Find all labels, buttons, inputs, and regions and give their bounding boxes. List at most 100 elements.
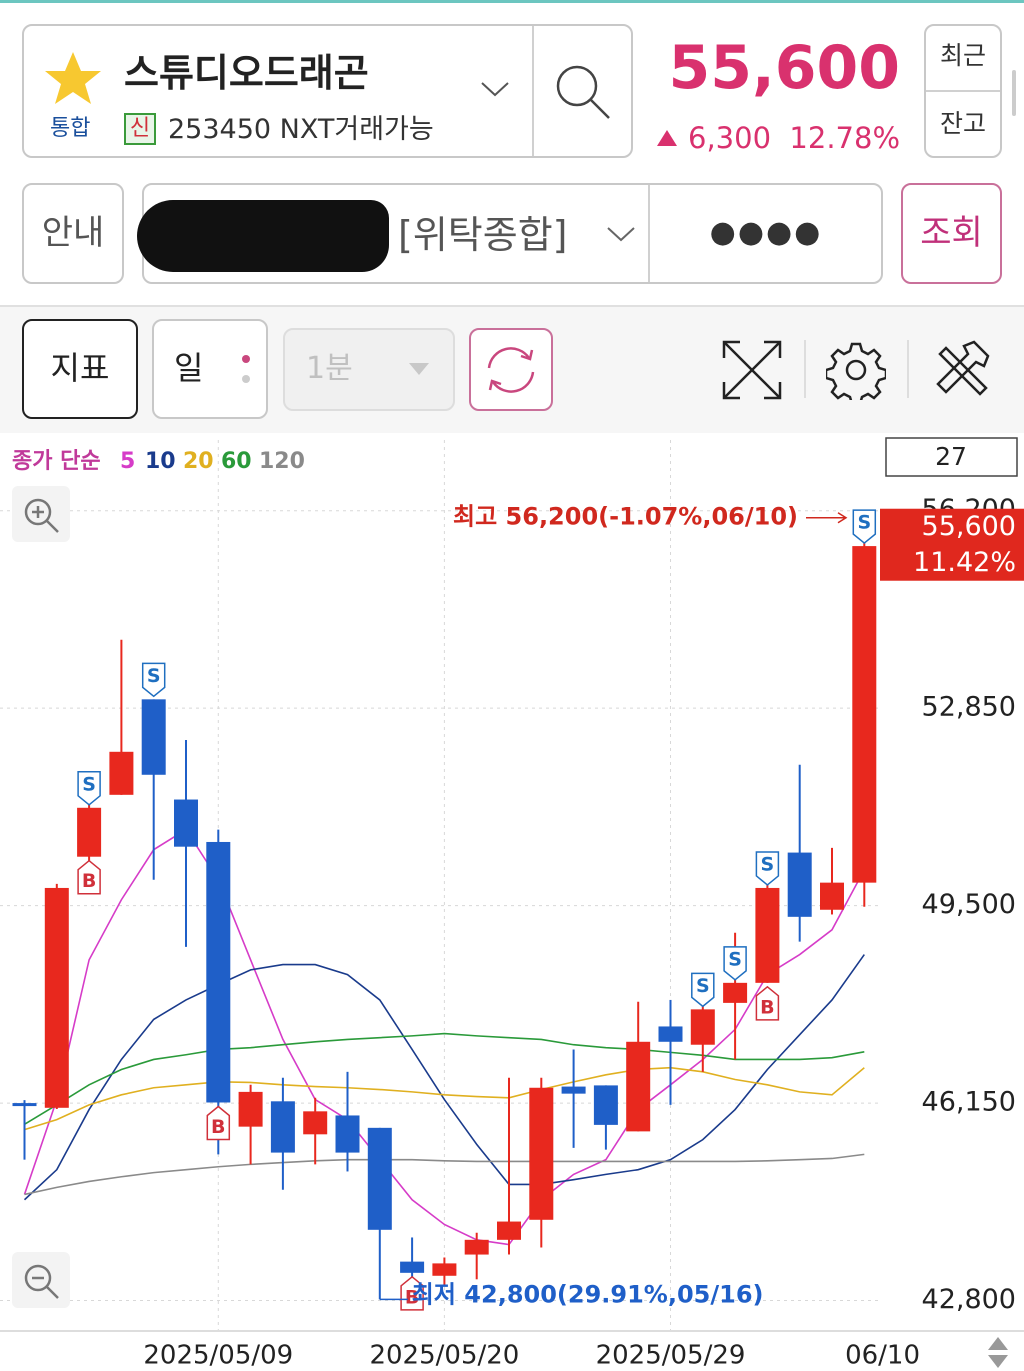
legend-entry: 20	[183, 449, 214, 474]
candle-body	[723, 982, 748, 1003]
top-bar	[0, 0, 1024, 3]
signal-label: S	[728, 948, 742, 970]
settings-icon[interactable]	[826, 340, 886, 400]
moving-average	[24, 1066, 865, 1131]
signal-label: B	[211, 1116, 225, 1138]
market-label: 통합	[50, 116, 91, 141]
count-box	[885, 437, 1018, 477]
signal-label: S	[696, 975, 710, 997]
balance-btn[interactable]: 잔고	[939, 109, 986, 138]
redaction	[137, 200, 389, 272]
candle-body	[755, 887, 780, 983]
zoom-in[interactable]	[12, 486, 70, 542]
candle-body	[658, 1026, 683, 1042]
zoom-out[interactable]	[12, 1252, 70, 1308]
low-note: 최저 42,800(29.91%,05/16)	[412, 1280, 764, 1308]
grid	[0, 440, 880, 1330]
expand-icon[interactable]	[720, 338, 784, 402]
divider	[907, 340, 909, 398]
candle-body	[561, 1086, 586, 1094]
candle-body	[12, 1103, 37, 1107]
tools-icon[interactable]	[932, 340, 992, 400]
candle-body	[852, 546, 877, 883]
candle-body	[206, 841, 231, 1103]
moving-average	[24, 1032, 865, 1125]
signal-label: S	[761, 853, 775, 875]
favorite-star[interactable]	[44, 50, 102, 106]
candle-body	[270, 1101, 295, 1153]
recent-btn[interactable]: 최근	[939, 41, 986, 70]
signal-badge	[77, 859, 101, 895]
candle-count: 27	[935, 442, 967, 471]
stock-name: 스튜디오드래곤	[124, 51, 369, 95]
info-label: 안내	[41, 213, 105, 253]
refresh-icon	[487, 347, 535, 393]
scroll-arrows[interactable]	[988, 1337, 1008, 1368]
signal-badge	[77, 771, 101, 806]
signal-label: S	[82, 773, 96, 795]
interval-label: 1분	[306, 351, 353, 386]
divider	[926, 90, 1000, 92]
stock-box[interactable]	[22, 24, 633, 158]
signal-label: S	[147, 665, 161, 687]
divider	[648, 185, 650, 282]
moving-average	[23, 828, 866, 1246]
signal-label: B	[82, 870, 96, 892]
legend-entry: 120	[259, 449, 305, 474]
last-pct: 11.42%	[913, 547, 1016, 578]
search-icon[interactable]	[553, 62, 613, 122]
interval-select[interactable]	[283, 328, 455, 411]
candle-body	[497, 1221, 521, 1240]
period-label: 일	[174, 349, 204, 387]
signal-badge	[691, 972, 715, 1008]
query-btn[interactable]	[901, 183, 1002, 284]
candle-body	[174, 799, 198, 847]
moving-average	[23, 954, 865, 1201]
last-price: 55,600	[922, 511, 1016, 542]
signal-badge	[141, 662, 166, 698]
signal-badge	[723, 946, 747, 981]
legend-entry: 60	[221, 449, 252, 474]
last-price-tag	[880, 508, 1024, 581]
signal-badge	[755, 851, 780, 886]
signal-label: S	[857, 512, 871, 534]
candle-body	[690, 1009, 715, 1045]
up-arrow	[657, 130, 677, 146]
x-tick-label: 2025/05/09	[143, 1341, 293, 1371]
stock-code: 253450 NXT거래가능	[168, 114, 434, 145]
dropdown[interactable]	[606, 225, 636, 243]
candle-body	[109, 751, 134, 795]
candle-body	[787, 852, 812, 917]
dropdown[interactable]	[480, 80, 510, 98]
dot	[242, 375, 250, 383]
refresh-btn[interactable]	[469, 328, 553, 411]
high-note: 최고 56,200(-1.07%,06/10)	[453, 503, 798, 531]
candle-body	[335, 1115, 360, 1153]
signal-badge	[755, 985, 780, 1021]
change-pct: 12.78%	[789, 121, 900, 155]
period-btn[interactable]	[152, 319, 268, 419]
dot	[242, 355, 250, 363]
current-price: 55,600	[668, 33, 900, 103]
dropdown	[409, 363, 429, 375]
password[interactable]: ●●●●	[709, 215, 823, 250]
price-change: 6,300	[688, 121, 772, 155]
indicator-btn[interactable]	[22, 319, 138, 419]
candle-body	[77, 807, 102, 857]
legend-entry: 5	[120, 449, 135, 474]
credit-badge: 신	[124, 113, 156, 145]
candle-body	[820, 882, 844, 910]
high-arrow-head	[837, 512, 848, 524]
info-btn[interactable]	[22, 183, 124, 284]
legend-prefix: 종가 단순	[12, 449, 101, 474]
signal-label: B	[405, 1286, 419, 1308]
x-tick-label: 06/10	[845, 1341, 920, 1371]
candle-body	[400, 1261, 425, 1273]
query-label: 조회	[920, 213, 983, 253]
y-tick-label: 42,800	[922, 1284, 1016, 1315]
y-tick-label: 49,500	[922, 889, 1016, 920]
candle-body	[367, 1127, 392, 1230]
candle-body	[593, 1085, 618, 1125]
candle-body	[141, 699, 166, 775]
